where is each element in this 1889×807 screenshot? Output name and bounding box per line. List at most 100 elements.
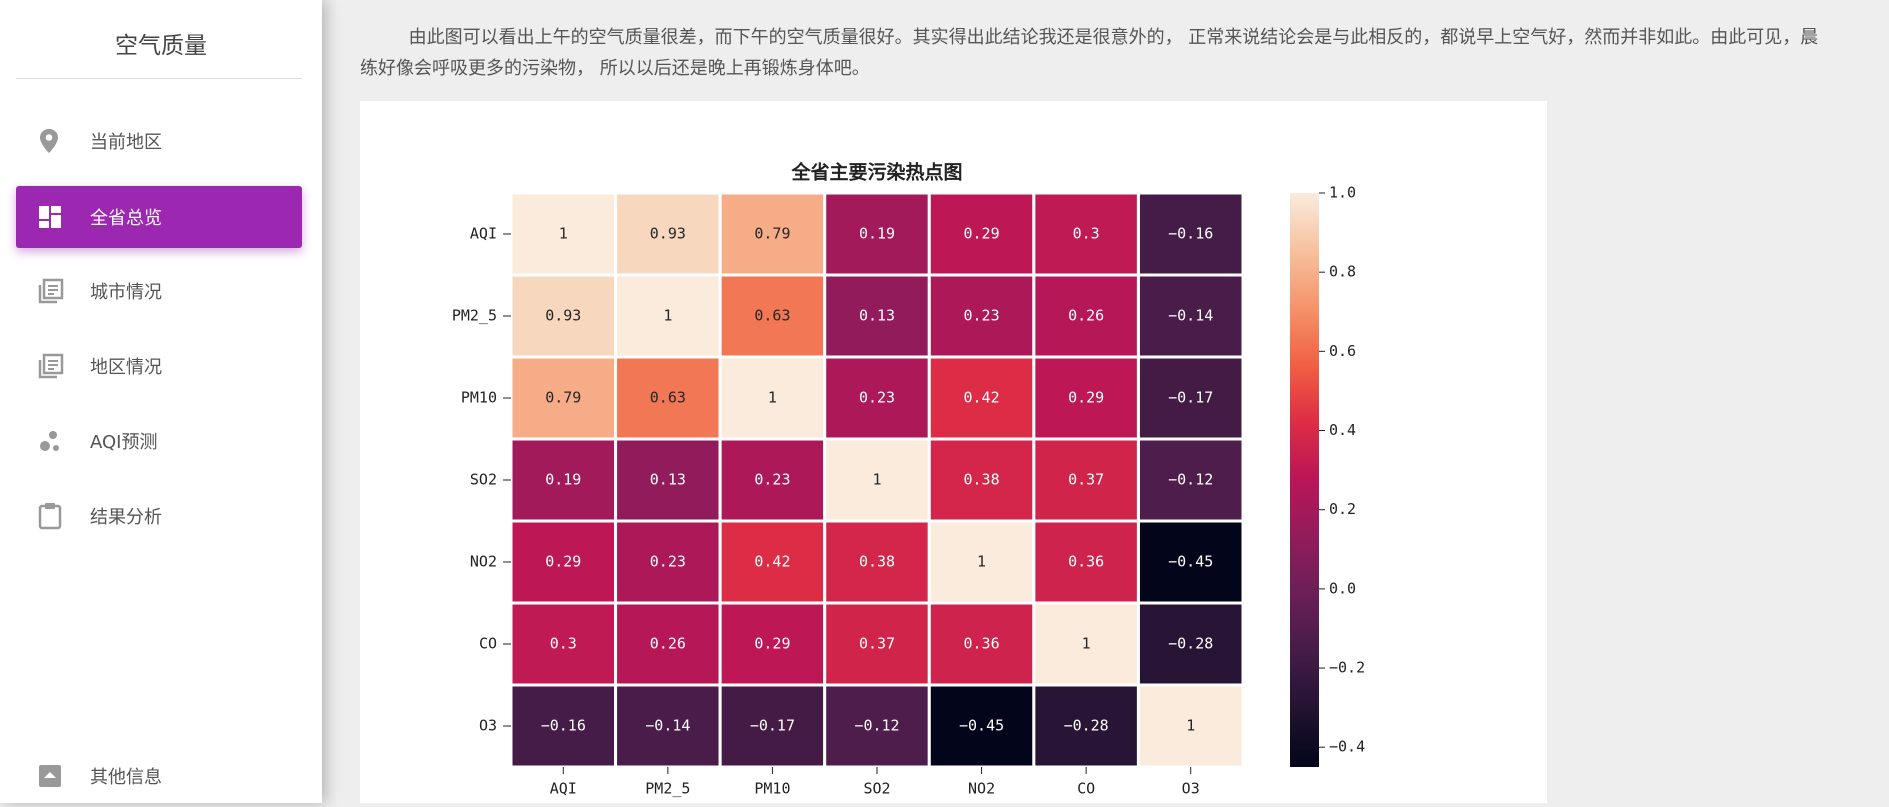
menu-item[interactable]: 城市情况: [16, 260, 302, 322]
heat-cell: [1136, 601, 1245, 687]
cell-label: 0.79: [545, 389, 581, 407]
x-tick-label: PM10: [754, 780, 790, 798]
heat-cell: [1032, 273, 1140, 359]
cell-label: 0.38: [859, 553, 895, 571]
colorbar-tick-label: −0.2: [1329, 659, 1365, 677]
cell-label: 0.26: [650, 635, 686, 653]
colorbar-tick-label: 0.4: [1329, 421, 1356, 439]
cell-label: 0.29: [964, 225, 1000, 243]
sidebar: 空气质量 当前地区 全省总览 城市情况 地区情况 AQI预测 结果分析 其他信息: [0, 0, 322, 803]
cell-label: 1: [1186, 717, 1195, 735]
divider: [16, 78, 302, 79]
menu-label: 城市情况: [90, 282, 162, 303]
menu-label: 全省总览: [90, 208, 162, 229]
heat-cell: [1136, 191, 1245, 277]
cell-label: 0.23: [650, 553, 686, 571]
icon: [38, 503, 62, 530]
heat-cell: [614, 273, 722, 359]
icon: [38, 278, 64, 304]
y-tick-label: O3: [479, 717, 497, 735]
cell-label: 0.38: [964, 471, 1000, 489]
menu-item[interactable]: 其他信息: [16, 745, 302, 807]
heat-cell: [823, 683, 931, 769]
icon: [40, 431, 59, 451]
cell-label: −0.14: [645, 717, 690, 735]
icon: [39, 765, 61, 787]
cell-label: 0.3: [1073, 225, 1100, 243]
cell-label: 0.36: [964, 635, 1000, 653]
cell-label: −0.16: [541, 717, 586, 735]
cell-label: 0.13: [859, 307, 895, 325]
heat-cell: [1032, 355, 1140, 441]
heat-cell: [927, 683, 1036, 769]
cell-label: −0.45: [959, 717, 1004, 735]
cell-label: 0.13: [650, 471, 686, 489]
cell-label: 0.42: [964, 389, 1000, 407]
heat-cell: [509, 191, 618, 277]
colorbar-tick-label: 0.0: [1329, 579, 1356, 597]
cell-label: 0.36: [1068, 553, 1104, 571]
icon: [40, 129, 58, 153]
cell-label: 0.19: [859, 225, 895, 243]
cell-label: −0.16: [1168, 225, 1213, 243]
chart: 全省主要污染热点图 1 0.93 0.79 0.19 0.29 0.3 −0.16 0.93 1…: [452, 161, 1365, 798]
card: 全省主要污染热点图 1 0.93 0.79 0.19 0.29 0.3 −0.16 0.93 1…: [360, 101, 1547, 803]
paragraph: 由此图可以看出上午的空气质量很差，而下午的空气质量很好。其实得出此结论我还是很意…: [360, 27, 1819, 79]
menu-label: 其他信息: [90, 767, 162, 788]
menu-label: 结果分析: [90, 507, 162, 528]
cell-label: 0.26: [1068, 307, 1104, 325]
cell-label: 0.37: [859, 635, 895, 653]
cell-label: −0.12: [854, 717, 899, 735]
heat-cell: [1136, 437, 1245, 523]
menu-item[interactable]: 全省总览: [16, 186, 302, 248]
y-tick-label: AQI: [470, 225, 497, 243]
cell-label: 0.42: [754, 553, 790, 571]
cell-label: −0.14: [1168, 307, 1213, 325]
cell-label: 0.29: [754, 635, 790, 653]
cell-label: 1: [872, 471, 881, 489]
heat-cell: [1136, 355, 1245, 441]
menu-label: 地区情况: [90, 357, 162, 378]
colorbar-tick-label: −0.4: [1329, 738, 1365, 756]
heat-cell: [614, 519, 722, 605]
cell-label: 0.29: [545, 553, 581, 571]
cell-label: −0.45: [1168, 553, 1213, 571]
cell-label: 1: [1082, 635, 1091, 653]
menu-item[interactable]: 结果分析: [16, 485, 302, 547]
y-tick-label: PM2_5: [452, 307, 497, 325]
menu-item[interactable]: 地区情况: [16, 335, 302, 397]
menu-label: AQI预测: [90, 432, 158, 453]
heat-cell: [614, 355, 722, 441]
colorbar-tick-label: 1.0: [1329, 184, 1356, 202]
cell-label: 0.19: [545, 471, 581, 489]
x-tick-label: SO2: [863, 780, 890, 798]
icon: [39, 206, 61, 228]
cell-label: 1: [663, 307, 672, 325]
x-tick-label: NO2: [968, 780, 995, 798]
cell-label: 0.93: [650, 225, 686, 243]
heat-cell: [614, 683, 722, 769]
heat-cell: [509, 437, 618, 523]
heat-cell: [1032, 683, 1140, 769]
heat-cell: [927, 437, 1036, 523]
heat-cell: [927, 355, 1036, 441]
cell-label: 0.23: [859, 389, 895, 407]
menu-item[interactable]: AQI预测: [16, 410, 302, 472]
cell-label: 0.3: [550, 635, 577, 653]
cell-label: −0.28: [1064, 717, 1109, 735]
cell-label: 0.93: [545, 307, 581, 325]
y-tick-label: SO2: [470, 471, 497, 489]
cell-label: 0.29: [1068, 389, 1104, 407]
menu-label: 当前地区: [90, 132, 162, 153]
cell-label: 1: [977, 553, 986, 571]
cell-label: 1: [768, 389, 777, 407]
cell-label: 0.23: [754, 471, 790, 489]
cell-label: 1: [559, 225, 568, 243]
menu-item[interactable]: 当前地区: [16, 110, 302, 172]
cell-label: 0.63: [754, 307, 790, 325]
chart-title: 全省主要污染热点图: [790, 161, 962, 184]
y-tick-label: CO: [479, 635, 497, 653]
cell-label: −0.17: [1168, 389, 1213, 407]
cell-label: 0.37: [1068, 471, 1104, 489]
